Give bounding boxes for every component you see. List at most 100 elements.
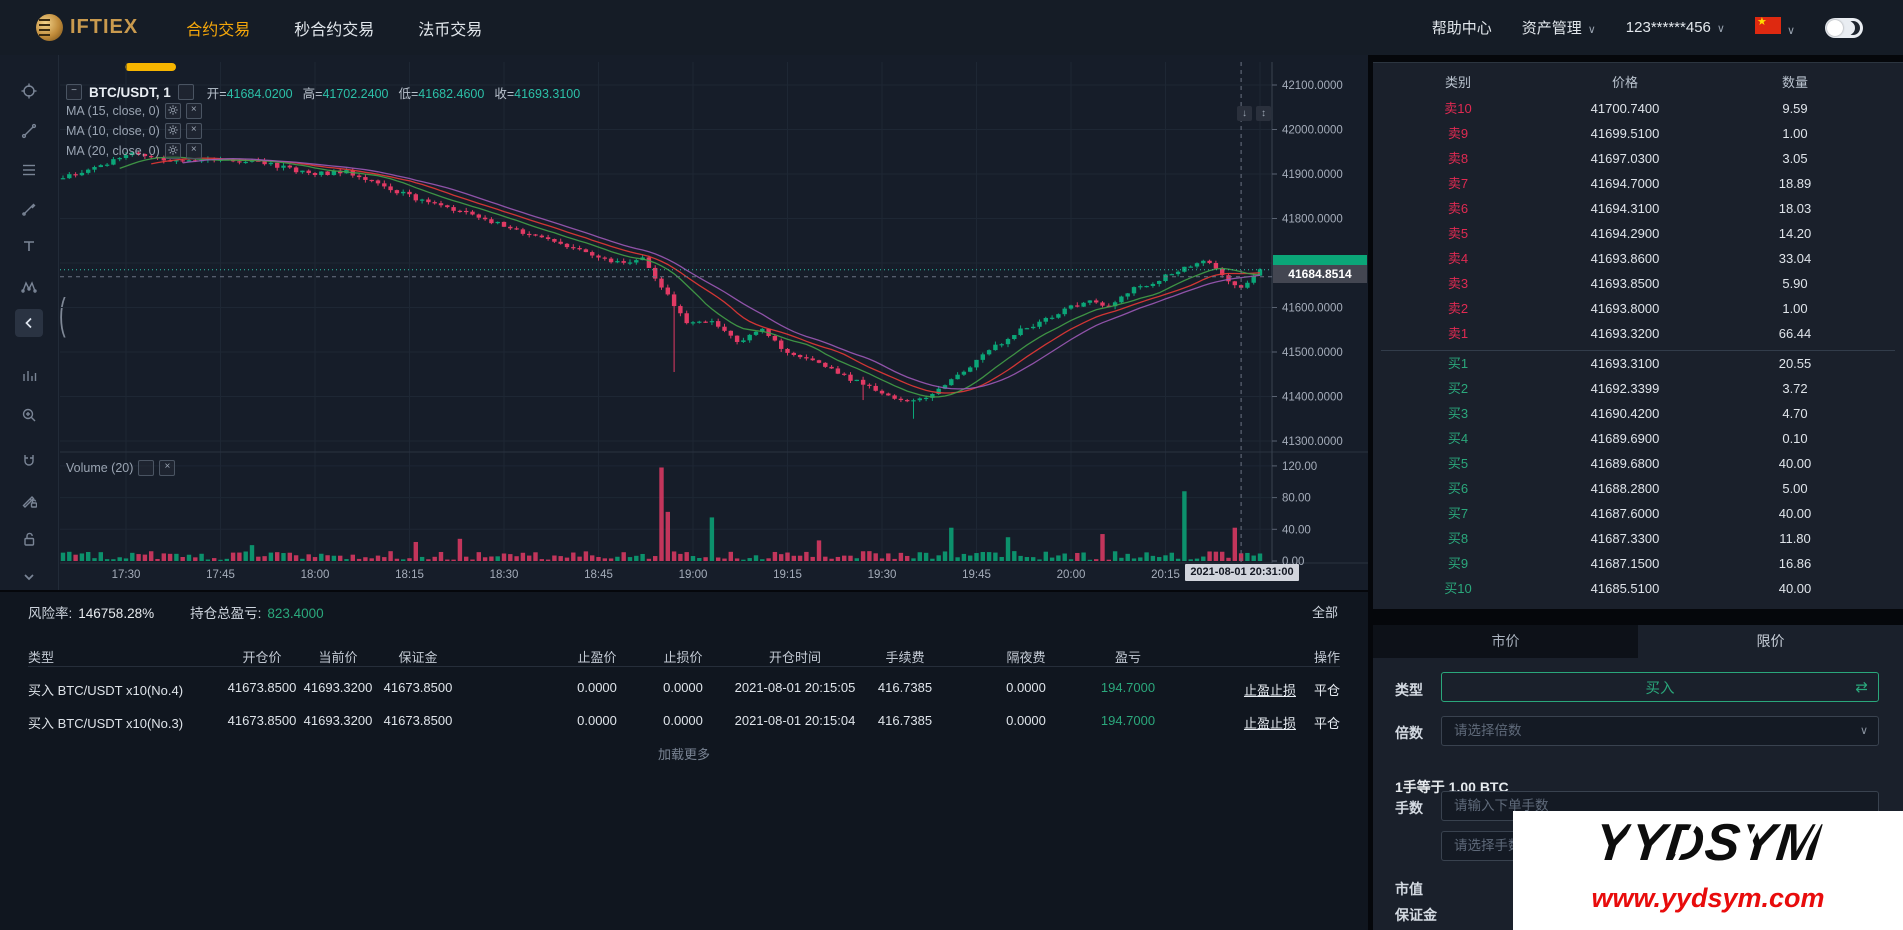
positions-col-header: 隔夜费 bbox=[1006, 650, 1046, 665]
fib-retracement-icon[interactable] bbox=[15, 156, 43, 184]
bid-row[interactable]: 买6 41688.2800 5.00 bbox=[1447, 481, 1808, 496]
xabcd-pattern-icon[interactable] bbox=[15, 273, 43, 301]
scale-down-icon[interactable]: ↓ bbox=[1237, 106, 1252, 121]
close-icon[interactable]: × bbox=[185, 143, 202, 159]
text-icon[interactable] bbox=[15, 232, 43, 260]
positions-col-header: 止损价 bbox=[663, 650, 703, 665]
gear-icon[interactable] bbox=[164, 103, 181, 119]
ask-row[interactable]: 卖8 41697.0300 3.05 bbox=[1447, 151, 1808, 166]
close-icon[interactable]: × bbox=[159, 460, 176, 476]
tab-limit-price[interactable]: 限价 bbox=[1638, 625, 1903, 658]
svg-text:18:00: 18:00 bbox=[301, 569, 330, 581]
positions-col-header: 止盈价 bbox=[577, 650, 617, 665]
ask-row[interactable]: 卖2 41693.8000 1.00 bbox=[1447, 301, 1808, 316]
svg-text:40.00: 40.00 bbox=[1282, 524, 1311, 536]
crosshair-icon[interactable] bbox=[15, 77, 43, 105]
scale-updown-icon[interactable]: ↕ bbox=[1256, 106, 1271, 121]
ask-row[interactable]: 卖1 41693.3200 66.44 bbox=[1447, 326, 1812, 341]
gear-icon[interactable] bbox=[138, 460, 155, 476]
collapse-legend-icon[interactable]: − bbox=[66, 84, 82, 100]
ask-row[interactable]: 卖6 41694.3100 18.03 bbox=[1447, 201, 1812, 216]
position-tp: 0.0000 bbox=[577, 713, 617, 728]
ohlc-item: 收=41693.3100 bbox=[494, 86, 581, 101]
brush-icon[interactable] bbox=[15, 195, 43, 223]
gear-icon[interactable] bbox=[164, 123, 181, 139]
bid-row[interactable]: 买3 41690.4200 4.70 bbox=[1447, 406, 1808, 421]
position-type: 买入 BTC/USDT x10(No.3) bbox=[28, 716, 184, 731]
bid-row[interactable]: 买9 41687.1500 16.86 bbox=[1447, 556, 1812, 571]
multiple-select[interactable]: 请选择倍数 ∨ bbox=[1441, 716, 1879, 746]
position-current-price: 41693.3200 bbox=[303, 680, 373, 695]
trendline-icon[interactable] bbox=[15, 117, 43, 145]
nav-item-second-contract-trade[interactable]: 秒合约交易 bbox=[294, 21, 375, 39]
svg-text:42000.0000: 42000.0000 bbox=[1282, 125, 1343, 137]
position-overnight-fee: 0.0000 bbox=[1006, 713, 1046, 728]
close-icon[interactable]: × bbox=[185, 103, 202, 119]
side-selector[interactable]: 买入 ⇄ bbox=[1441, 672, 1879, 702]
ask-row[interactable]: 卖3 41693.8500 5.90 bbox=[1447, 276, 1808, 291]
svg-text:20:15: 20:15 bbox=[1151, 569, 1180, 581]
positions-col-header: 盈亏 bbox=[1114, 650, 1142, 665]
bid-row[interactable]: 买8 41687.3300 11.80 bbox=[1447, 531, 1811, 546]
tab-market-price[interactable]: 市价 bbox=[1373, 625, 1638, 658]
nav-item-fiat-trade[interactable]: 法币交易 bbox=[418, 21, 483, 39]
brand-logo[interactable]: IFTIEX bbox=[36, 14, 138, 41]
collapse-arrow-icon[interactable] bbox=[15, 309, 43, 337]
asset-management-menu[interactable]: 资产管理 ∨ bbox=[1521, 20, 1596, 37]
more-chevron-icon[interactable] bbox=[15, 563, 43, 591]
ask-row[interactable]: 卖10 41700.7400 9.59 bbox=[1444, 101, 1808, 116]
load-more-button[interactable]: 加载更多 bbox=[657, 747, 710, 762]
bars-pattern-icon[interactable] bbox=[15, 362, 43, 390]
ask-row[interactable]: 卖9 41699.5100 1.00 bbox=[1447, 126, 1808, 141]
svg-text:19:00: 19:00 bbox=[679, 569, 708, 581]
bid-row[interactable]: 买4 41689.6900 0.10 bbox=[1447, 431, 1808, 446]
bid-row[interactable]: 买2 41692.3399 3.72 bbox=[1447, 381, 1808, 396]
position-current-price: 41693.3200 bbox=[303, 713, 373, 728]
svg-text:80.00: 80.00 bbox=[1282, 493, 1311, 505]
svg-text:41900.0000: 41900.0000 bbox=[1282, 169, 1343, 181]
lock-open-icon[interactable] bbox=[15, 525, 43, 553]
svg-text:42100.0000: 42100.0000 bbox=[1282, 80, 1343, 92]
svg-text:19:15: 19:15 bbox=[773, 569, 802, 581]
bid-row[interactable]: 买10 41685.5100 40.00 bbox=[1444, 581, 1812, 596]
bid-row[interactable]: 买5 41689.6800 40.00 bbox=[1447, 456, 1812, 471]
margin-label: 保证金 bbox=[1395, 907, 1437, 923]
zoom-in-icon[interactable] bbox=[15, 401, 43, 429]
chevron-down-icon: ∨ bbox=[1859, 725, 1868, 737]
svg-text:19:30: 19:30 bbox=[868, 569, 897, 581]
side-label: 类型 bbox=[1395, 682, 1423, 698]
china-flag-icon bbox=[1754, 15, 1781, 34]
panel-collapse-handle[interactable]: ( bbox=[59, 291, 66, 340]
positions-col-header: 手续费 bbox=[885, 650, 925, 665]
theme-toggle[interactable] bbox=[1825, 17, 1863, 38]
bid-row[interactable]: 买7 41687.6000 40.00 bbox=[1447, 506, 1812, 521]
all-filter-link[interactable]: 全部 bbox=[1311, 605, 1338, 620]
ask-row[interactable]: 卖4 41693.8600 33.04 bbox=[1447, 251, 1812, 266]
close-position-link[interactable]: 平仓 bbox=[1313, 716, 1340, 731]
ask-row[interactable]: 卖5 41694.2900 14.20 bbox=[1447, 226, 1812, 241]
magnet-icon[interactable] bbox=[15, 447, 43, 475]
candlestick-chart[interactable]: 42100.0000 42000.0000 41900.0000 41800.0000… bbox=[58, 55, 1368, 590]
main-nav: 合约交易 秒合约交易 法币交易 bbox=[186, 16, 482, 40]
help-center-link[interactable]: 帮助中心 bbox=[1431, 20, 1492, 37]
language-menu[interactable]: ∨ bbox=[1754, 15, 1795, 38]
bid-row[interactable]: 买1 41693.3100 20.55 bbox=[1447, 356, 1812, 371]
gear-icon[interactable] bbox=[177, 84, 194, 100]
risk-rate-value: 146758.28% bbox=[78, 606, 155, 621]
nav-item-contract-trade[interactable]: 合约交易 bbox=[186, 21, 251, 39]
ask-row[interactable]: 卖7 41694.7000 18.89 bbox=[1447, 176, 1812, 191]
position-open-price: 41673.8500 bbox=[227, 680, 297, 695]
table-divider bbox=[28, 666, 1340, 667]
account-menu[interactable]: 123******456 ∨ bbox=[1625, 19, 1725, 36]
swap-side-icon[interactable]: ⇄ bbox=[1855, 679, 1868, 696]
crosshair-time-tag: 2021-08-01 20:31:00 bbox=[1185, 564, 1299, 581]
ma-study-row: MA (10, close, 0) × bbox=[66, 121, 580, 141]
drawing-lock-icon[interactable] bbox=[15, 486, 43, 514]
active-nav-indicator bbox=[125, 63, 176, 71]
close-icon[interactable]: × bbox=[185, 123, 202, 139]
close-position-link[interactable]: 平仓 bbox=[1313, 683, 1340, 698]
tp-sl-link[interactable]: 止盈止损 bbox=[1243, 716, 1296, 731]
position-open-time: 2021-08-01 20:15:04 bbox=[734, 713, 856, 728]
gear-icon[interactable] bbox=[164, 143, 181, 159]
tp-sl-link[interactable]: 止盈止损 bbox=[1243, 683, 1296, 698]
